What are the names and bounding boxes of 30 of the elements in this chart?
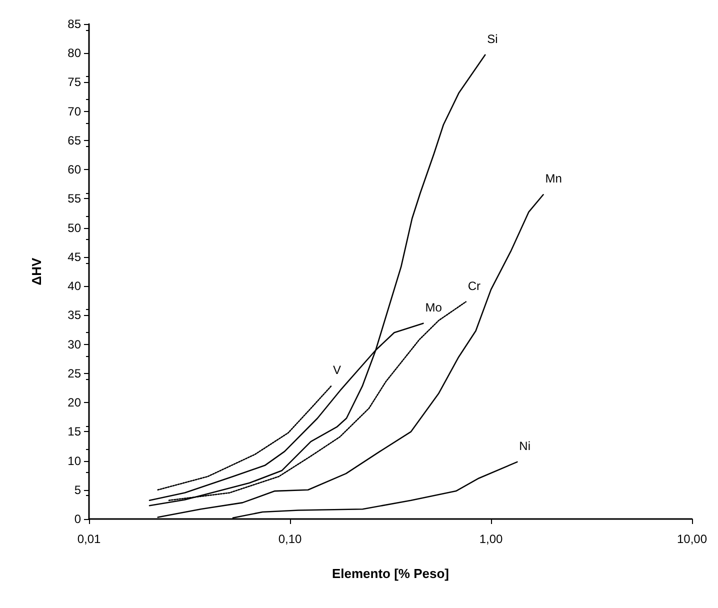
y-tick-label: 75 [68,75,82,90]
y-tick-label: 15 [68,424,82,439]
series-label: Cr [468,278,481,293]
y-tick-label: 65 [68,133,82,148]
y-axis-title: ΔHV [29,257,44,286]
y-tick-label: 40 [68,279,82,294]
y-tick-label: 0 [74,512,82,526]
series-label: Mo [425,300,442,314]
y-tick-label: 5 [74,482,82,497]
x-tick-label: 0,01 [77,532,101,546]
series-label: V [333,363,342,378]
y-tick-label: 25 [68,366,82,380]
y-tick-label: 50 [68,220,82,235]
y-tick-label: 45 [68,250,82,264]
y-tick-label: 35 [68,308,82,322]
y-tick-label: 70 [68,104,82,118]
x-tick-label: 10,00 [676,532,708,546]
y-tick-label: 55 [68,192,82,206]
series-label: Ni [519,438,531,453]
y-tick-label: 10 [68,454,82,468]
y-tick-label: 85 [68,17,82,31]
y-tick-label: 80 [68,46,82,60]
x-tick-label: 1,00 [479,532,503,546]
series-label: Mn [545,172,562,186]
x-axis-title: Elemento [% Peso] [332,566,450,581]
series-label: Si [487,32,498,46]
y-tick-label: 30 [68,337,82,352]
x-tick-label: 0,10 [278,532,302,546]
y-tick-label: 20 [68,396,82,410]
y-tick-label: 60 [68,162,82,177]
